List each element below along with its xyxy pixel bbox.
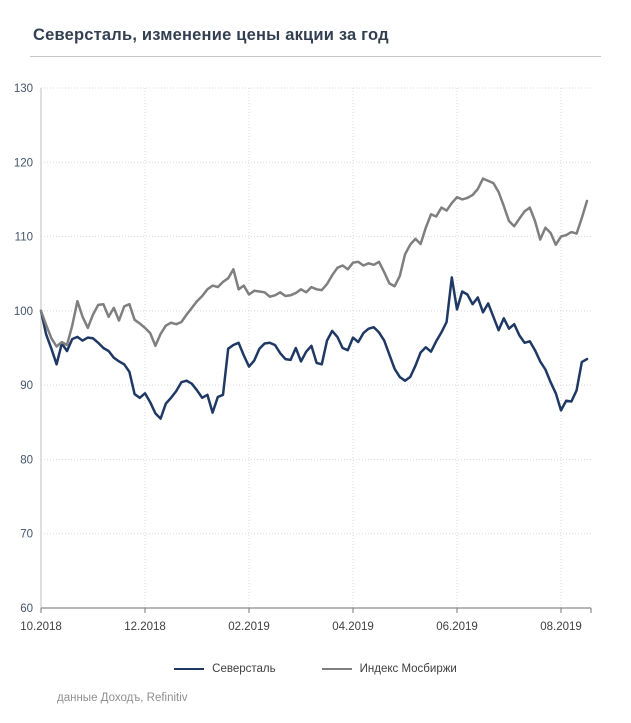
series-line-moex — [39, 177, 589, 348]
page-title: Северсталь, изменение цены акции за год — [33, 26, 389, 44]
legend-line-severstal — [174, 668, 205, 670]
x-tick-label: 06.2019 — [436, 621, 478, 633]
x-tick-label: 08.2019 — [540, 621, 582, 633]
y-tick-label: 80 — [20, 454, 33, 466]
legend-item-severstal: Северсталь — [174, 663, 276, 675]
x-tick-label: 04.2019 — [332, 621, 374, 633]
y-tick-label: 70 — [20, 529, 33, 541]
chart-legend: Северсталь Индекс Мосбиржи — [0, 660, 631, 678]
legend-label-moex: Индекс Мосбиржи — [359, 663, 457, 675]
legend-item-moex: Индекс Мосбиржи — [321, 663, 457, 675]
y-tick-label: 90 — [20, 380, 33, 392]
series-line-severstal — [39, 276, 589, 420]
y-tick-label: 120 — [14, 157, 33, 169]
x-tick-label: 02.2019 — [228, 621, 270, 633]
data-source-note: данные Доходъ, Refinitiv — [57, 692, 188, 704]
legend-line-moex — [321, 668, 352, 670]
y-tick-label: 60 — [20, 603, 33, 615]
x-tick-label: 10.2018 — [20, 621, 62, 633]
y-tick-label: 100 — [14, 306, 33, 318]
x-tick-label: 12.2018 — [124, 621, 166, 633]
legend-label-severstal: Северсталь — [212, 663, 276, 675]
y-tick-label: 110 — [15, 232, 33, 244]
y-tick-label: 130 — [14, 83, 33, 95]
title-divider — [30, 56, 601, 57]
